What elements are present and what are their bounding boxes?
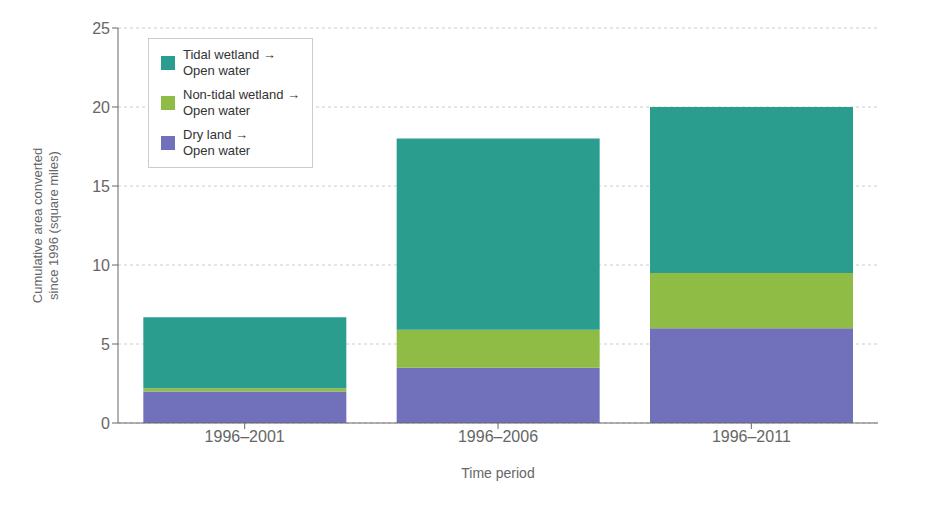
- svg-text:25: 25: [92, 20, 110, 37]
- svg-text:10: 10: [92, 257, 110, 274]
- svg-text:5: 5: [101, 336, 110, 353]
- html-text:Non-tidal wetland → Open water: Non-tidal wetland → Open water: [183, 87, 301, 118]
- html-text:Tidal wetland → Open water: Tidal wetland → Open water: [183, 47, 276, 78]
- svg-text:Cumulative area convertedsince: Cumulative area convertedsince 1996 (squ…: [30, 148, 61, 303]
- svg-text:Time period: Time period: [461, 465, 534, 481]
- html-text:Dry land → Open water: Dry land → Open water: [183, 127, 251, 158]
- svg-text:1996–2001: 1996–2001: [205, 428, 285, 445]
- svg-text:1996–2011: 1996–2011: [712, 428, 791, 445]
- svg-text:15: 15: [92, 178, 110, 195]
- svg-text:20: 20: [92, 99, 110, 116]
- svg-text:1996–2006: 1996–2006: [458, 428, 538, 445]
- svg-text:0: 0: [101, 415, 110, 432]
